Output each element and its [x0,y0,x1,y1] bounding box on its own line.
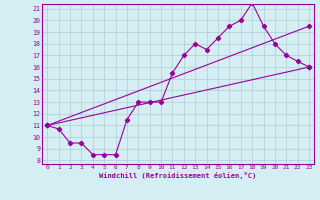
X-axis label: Windchill (Refroidissement éolien,°C): Windchill (Refroidissement éolien,°C) [99,172,256,179]
